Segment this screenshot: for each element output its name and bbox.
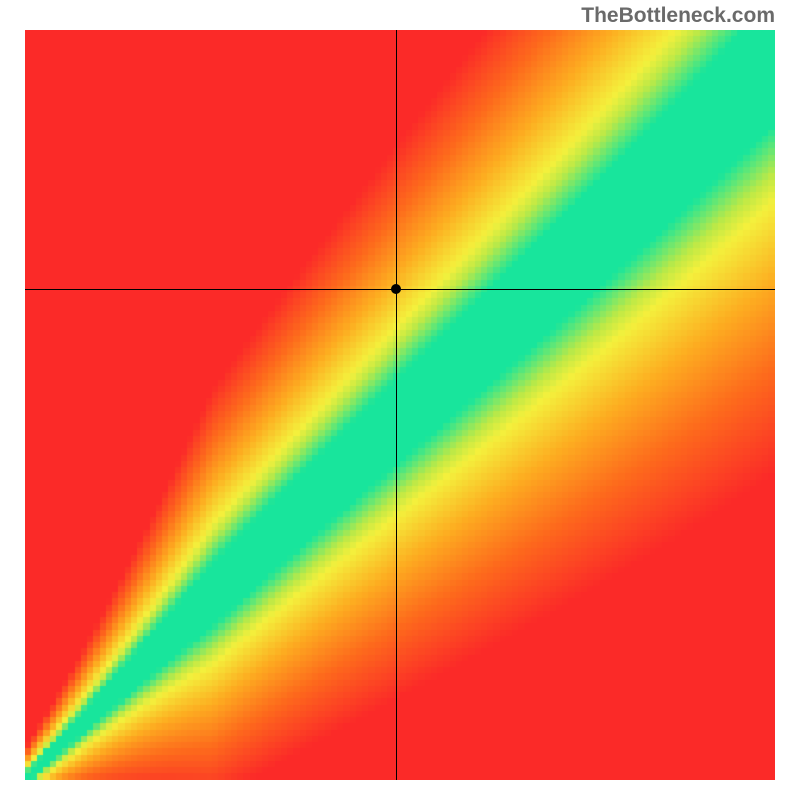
watermark-text: TheBottleneck.com [581,4,775,28]
heatmap-canvas [25,30,775,780]
crosshair-vertical [396,30,397,780]
crosshair-marker [391,284,401,294]
bottleneck-heatmap [25,30,775,780]
